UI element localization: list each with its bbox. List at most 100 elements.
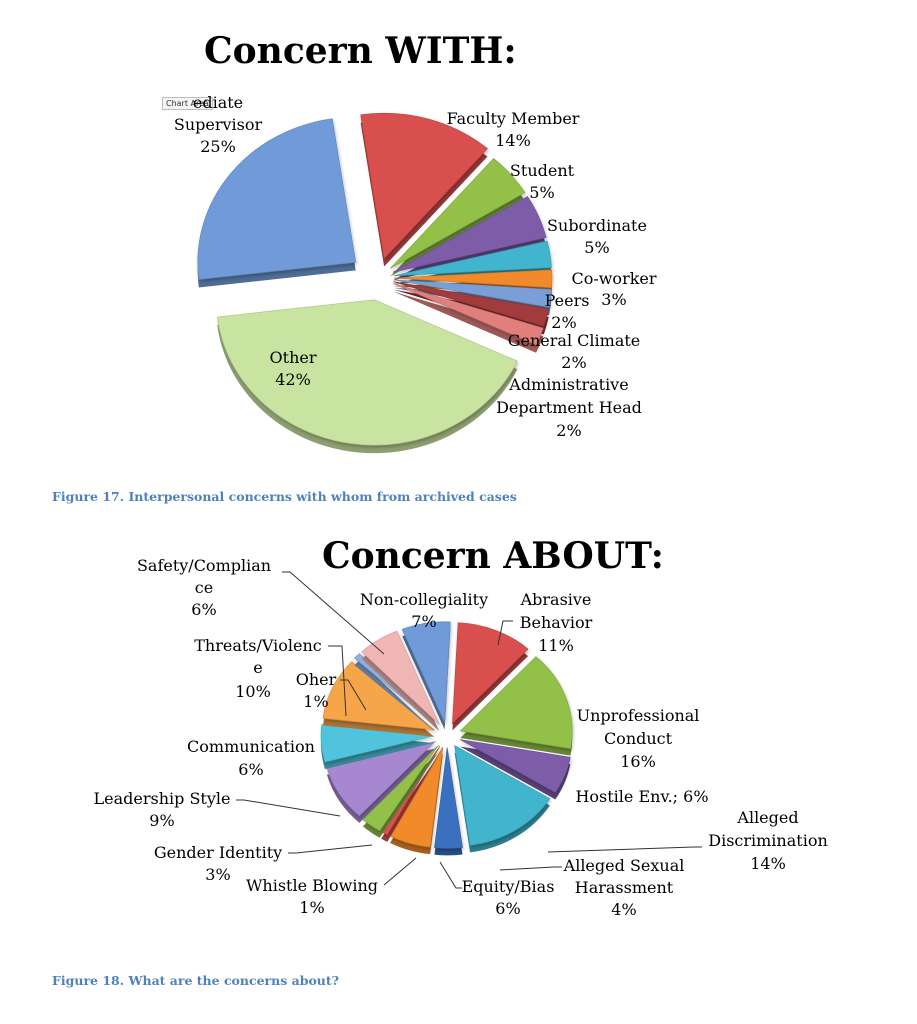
about-leader-line-abrasive xyxy=(497,620,513,646)
figure-18-caption: Figure 18. What are the concerns about? xyxy=(52,973,339,988)
about-label-hostile: Hostile Env.; 6% xyxy=(575,787,708,806)
with-slice-faculty-member[interactable] xyxy=(360,112,488,267)
about-slice-top-alleged-sexual-harassment xyxy=(434,747,463,849)
with-slice-student[interactable] xyxy=(389,158,526,277)
about-label-sexual-line-1: Harassment xyxy=(575,878,674,897)
about-label-threats-value: 10% xyxy=(235,682,271,701)
about-label-discrim: Alleged Discrimination 14% xyxy=(708,808,828,873)
with-label-supervisor: ediate Supervisor 25% xyxy=(174,93,263,156)
about-label-threats-line-1: e xyxy=(253,658,262,677)
about-label-equity-line-1: 6% xyxy=(495,899,520,918)
about-slice-alleged-discrimination[interactable] xyxy=(454,744,551,853)
with-slice-immediate-supervisor[interactable] xyxy=(197,118,357,288)
with-label-student: Student 5% xyxy=(510,161,575,202)
about-label-discrim-line-0: Alleged xyxy=(736,808,798,827)
about-label-whistle-line-1: 1% xyxy=(299,898,324,917)
with-slice-top-general-climate xyxy=(393,279,552,308)
about-slice-safety-compliance[interactable] xyxy=(361,630,440,732)
with-label-peers-line-0: Peers xyxy=(545,291,590,310)
about-slice-depth-oher xyxy=(354,660,437,734)
about-label-abrasive-line-2: 11% xyxy=(538,636,574,655)
about-label-safety-line-0: Safety/Complian xyxy=(137,556,271,575)
about-leader-line-discrim xyxy=(547,846,702,853)
concern-about-pie-chart[interactable]: Abrasive Behavior 11% Unprofessional Conduct… xyxy=(0,540,917,1000)
about-slice-unprofessional-conduct[interactable] xyxy=(459,656,573,756)
with-label-peers: Peers xyxy=(545,291,590,310)
with-label-other-line-1: 42% xyxy=(275,370,311,389)
about-leader-line-whistle xyxy=(383,857,417,886)
with-label-subordinate-line-0: Subordinate xyxy=(547,216,647,235)
with-slice-top-student xyxy=(389,158,526,269)
with-label-peers-value: 2% xyxy=(551,313,576,332)
with-label-faculty-line-0: Faculty Member xyxy=(447,109,580,128)
about-label-whistle-line-0: Whistle Blowing xyxy=(246,876,378,895)
about-label-oher-line-0: Oher xyxy=(296,670,337,689)
with-slice-department-head[interactable] xyxy=(392,283,544,353)
about-label-oher-line-1: 1% xyxy=(303,692,328,711)
about-label-abrasive-line-0: Abrasive xyxy=(520,590,592,609)
with-slice-top-administrative xyxy=(393,281,550,327)
with-label-coworker-value: 3% xyxy=(601,290,626,309)
about-slice-top-safety-compliance xyxy=(361,630,440,725)
about-leader-line-threats xyxy=(328,645,347,717)
with-label-other: Other 42% xyxy=(270,348,317,389)
about-slice-top-unprofessional-conduct xyxy=(459,656,573,750)
with-slice-top-other xyxy=(216,299,518,446)
about-label-equity-line-0: Equity/Bias xyxy=(462,877,555,896)
concern-with-pie-chart[interactable]: ediate Supervisor 25% Faculty Member 14% Stud… xyxy=(0,0,917,470)
about-label-noncol: Non-collegiality 7% xyxy=(360,590,488,631)
about-slice-top-alleged-discrimination xyxy=(454,744,551,846)
about-label-noncol-line-0: Non-collegiality xyxy=(360,590,488,609)
with-slice-top-faculty-member xyxy=(360,112,488,260)
with-label-admin: Administrative Department Head 2% xyxy=(496,375,642,440)
about-label-safety-line-2: 6% xyxy=(191,600,216,619)
about-label-equity: Equity/Bias 6% xyxy=(462,877,555,918)
about-label-abrasive: Abrasive Behavior 11% xyxy=(520,590,593,655)
with-label-climate: General Climate 2% xyxy=(508,331,641,372)
about-slice-alleged-sexual-harassment[interactable] xyxy=(434,747,463,856)
about-leader-line-leader xyxy=(236,799,341,817)
chart2-title: Concern ABOUT: xyxy=(322,535,664,577)
with-slice-other[interactable] xyxy=(216,299,518,454)
with-label-coworker: Co-worker xyxy=(571,269,656,288)
with-label-peers-value-line-0: 2% xyxy=(551,313,576,332)
about-label-unprof-line-2: 16% xyxy=(620,752,656,771)
about-leader-line-gender xyxy=(288,844,373,854)
with-label-climate-line-0: General Climate xyxy=(508,331,641,350)
about-slice-equity-bias[interactable] xyxy=(389,746,444,855)
about-label-leader-line-0: Leadership Style xyxy=(94,789,231,808)
about-label-gender-line-0: Gender Identity xyxy=(154,843,282,862)
about-slice-communication[interactable] xyxy=(320,724,434,770)
about-leader-line-oher xyxy=(340,679,367,711)
with-slice-top-immediate-supervisor xyxy=(197,118,357,280)
about-slice-abrasive-behavior[interactable] xyxy=(452,622,529,731)
with-slice-top-co-worker xyxy=(393,240,552,277)
with-label-subordinate: Subordinate 5% xyxy=(547,216,647,257)
about-label-oher: Oher 1% xyxy=(296,670,337,711)
about-label-leader: Leadership Style 9% xyxy=(94,789,231,830)
about-label-comm-line-1: 6% xyxy=(238,760,263,779)
about-label-threats-value-line-0: 10% xyxy=(235,682,271,701)
about-label-gender-line-1: 3% xyxy=(205,865,230,884)
about-label-leader-line-1: 9% xyxy=(149,811,174,830)
with-label-faculty: Faculty Member 14% xyxy=(447,109,580,150)
about-slice-non-collegiality[interactable] xyxy=(401,621,451,730)
about-label-whistle: Whistle Blowing 1% xyxy=(246,876,378,917)
with-label-coworker-line-0: Co-worker xyxy=(571,269,656,288)
about-slice-top-abrasive-behavior xyxy=(452,622,529,725)
with-label-other-line-0: Other xyxy=(270,348,317,367)
with-slice-top-department-head xyxy=(392,283,544,346)
about-label-sexual: Alleged Sexual Harassment 4% xyxy=(563,856,685,919)
about-slice-hostile-env[interactable] xyxy=(459,739,571,800)
with-label-supervisor-line-1: Supervisor xyxy=(174,115,263,134)
with-slice-top-peers xyxy=(393,269,553,289)
with-slice-depth-department-head xyxy=(392,291,544,353)
chart1-title: Concern WITH: xyxy=(204,30,517,72)
with-label-faculty-line-1: 14% xyxy=(495,131,531,150)
with-slice-subordinate[interactable] xyxy=(392,196,547,281)
about-label-unprof: Unprofessional Conduct 16% xyxy=(577,706,700,771)
about-slice-threats-violence[interactable] xyxy=(322,661,436,737)
about-label-abrasive-line-1: Behavior xyxy=(520,613,593,632)
about-label-safety-line-1: ce xyxy=(195,578,213,597)
about-label-safety: Safety/Complian ce 6% xyxy=(137,556,271,619)
